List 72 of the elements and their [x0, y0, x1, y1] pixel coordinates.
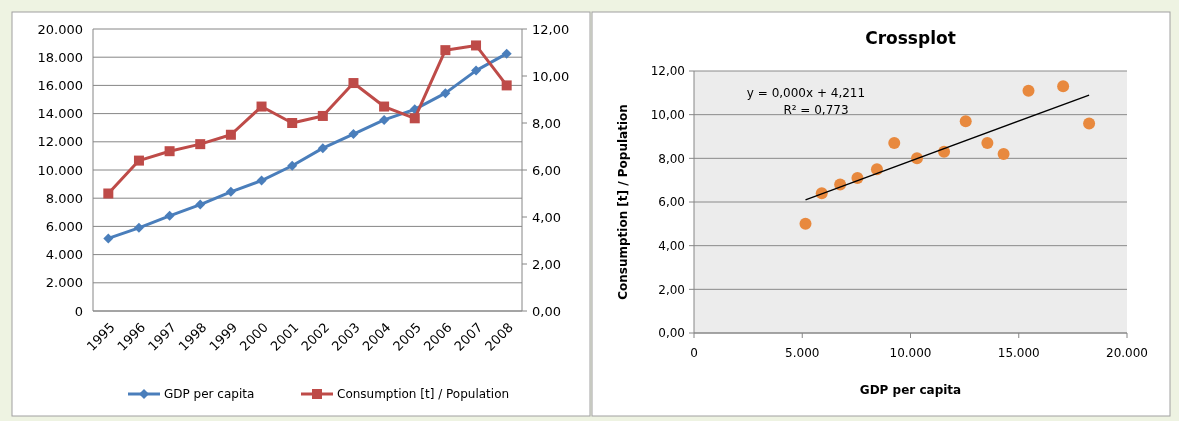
- y2-tick-label: 10,00: [532, 68, 570, 84]
- y-tick-label: 6.000: [45, 218, 83, 234]
- y-tick-label: 12.000: [37, 134, 83, 150]
- point: [1083, 117, 1096, 130]
- y2-tick-label: 12,00: [532, 21, 570, 37]
- y-tick-label: 8,00: [658, 151, 685, 166]
- point: [348, 129, 359, 140]
- y2-tick-label: 0,00: [532, 303, 561, 319]
- point: [133, 155, 144, 166]
- y-tick-label: 16.000: [37, 77, 83, 93]
- point: [471, 40, 482, 51]
- point: [1057, 80, 1070, 93]
- point: [959, 115, 972, 128]
- y-tick-label: 6,00: [658, 195, 685, 210]
- y2-tick-label: 4,00: [532, 209, 561, 225]
- y-tick-label: 4,00: [658, 238, 685, 253]
- y-tick-label: 10,00: [650, 107, 685, 122]
- annotation: y = 0,000x + 4,211: [746, 86, 866, 100]
- y2-tick-label: 6,00: [532, 162, 561, 178]
- point: [103, 233, 114, 244]
- y-tick-label: 8.000: [45, 190, 83, 206]
- point: [317, 143, 328, 154]
- y2-tick-label: 8,00: [532, 115, 561, 131]
- y-tick-label: 4.000: [45, 247, 83, 263]
- point: [195, 199, 206, 210]
- point: [379, 101, 390, 112]
- point: [225, 186, 236, 197]
- chart-title: Crossplot: [865, 28, 956, 48]
- x-tick-label: 15.000: [997, 346, 1040, 360]
- point: [348, 78, 359, 89]
- y-tick-label: 12,00: [650, 64, 685, 79]
- point: [164, 146, 175, 157]
- y-tick-label: 18.000: [37, 49, 83, 65]
- point: [256, 175, 267, 186]
- point: [981, 137, 994, 150]
- point: [133, 222, 144, 233]
- annotation: R² = 0,773: [783, 103, 849, 117]
- point: [409, 113, 420, 124]
- point: [103, 188, 114, 199]
- point: [164, 210, 175, 221]
- point: [256, 101, 267, 112]
- y-tick-label: 10.000: [37, 162, 83, 178]
- y-tick-label: 20.000: [37, 21, 83, 37]
- x-tick-label: 20.000: [1106, 346, 1148, 360]
- point: [440, 88, 451, 99]
- y-tick-label: 14.000: [37, 106, 83, 122]
- point: [287, 118, 298, 128]
- legend-label: Consumption [t] / Population: [337, 387, 510, 402]
- point: [379, 114, 390, 125]
- point: [888, 137, 901, 150]
- point: [287, 160, 298, 171]
- point: [501, 48, 512, 59]
- point: [501, 80, 512, 91]
- point: [997, 147, 1010, 160]
- point: [471, 65, 482, 76]
- y-axis-title: Consumption [t] / Population: [616, 104, 630, 300]
- point: [225, 129, 236, 140]
- y-tick-label: 0,00: [658, 326, 685, 341]
- point: [799, 217, 812, 230]
- y2-tick-label: 2,00: [532, 256, 561, 272]
- x-tick-label: 10.000: [889, 346, 932, 360]
- x-axis-title: GDP per capita: [859, 383, 962, 397]
- point: [317, 110, 328, 121]
- point: [1022, 84, 1035, 97]
- x-tick-label: 5.000: [785, 346, 820, 360]
- point: [195, 139, 206, 150]
- point: [440, 45, 451, 56]
- y-tick-label: 0: [74, 303, 83, 319]
- legend-label: GDP per capita: [164, 387, 255, 402]
- y-tick-label: 2,00: [658, 282, 685, 297]
- y-tick-label: 2.000: [45, 275, 83, 291]
- x-tick-label: 0: [690, 346, 698, 360]
